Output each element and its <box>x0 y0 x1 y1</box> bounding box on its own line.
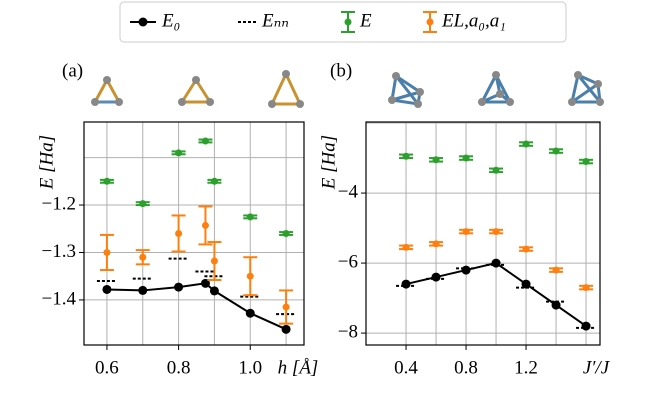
x-tick-label: 0.4 <box>394 357 418 378</box>
point <box>175 230 182 237</box>
point <box>523 141 530 148</box>
y-tick-label: −1.3 <box>42 241 76 262</box>
point <box>492 259 501 268</box>
point <box>202 222 209 229</box>
point <box>138 286 147 295</box>
x-tick-label: 0.6 <box>95 357 119 378</box>
x-tick-label: 1.2 <box>514 357 538 378</box>
series-line <box>107 283 286 329</box>
x-axis-label: h [Å] <box>278 357 319 378</box>
point <box>283 230 290 237</box>
point <box>432 273 441 282</box>
point <box>402 280 411 289</box>
panel-label: (a) <box>62 60 83 81</box>
figure: (a) (b) 0.6 0.8 1.0 −1.4 −1.3 −1.2 h [Å] E [Ha]… <box>0 0 649 394</box>
legend-label: E₀ <box>161 10 180 31</box>
point <box>247 273 254 280</box>
point <box>211 178 218 185</box>
point <box>103 249 110 256</box>
legend-sample <box>427 19 434 26</box>
point <box>246 309 255 318</box>
point <box>139 254 146 261</box>
y-tick-label: −8 <box>338 321 358 342</box>
point <box>493 228 500 235</box>
point <box>103 178 110 185</box>
point <box>247 213 254 220</box>
y-tick-label: −1.2 <box>42 193 76 214</box>
point <box>523 246 530 253</box>
x-tick-label: 0.8 <box>454 357 478 378</box>
point <box>210 286 219 295</box>
point <box>433 156 440 163</box>
y-axis-label: E [Ha] <box>318 135 339 190</box>
point <box>175 149 182 156</box>
panel-label: (b) <box>330 60 352 81</box>
y-tick-label: −6 <box>338 251 358 272</box>
y-tick-label: −1.4 <box>42 288 77 309</box>
legend-sample <box>139 18 148 27</box>
legend-sample <box>345 19 352 26</box>
point <box>462 266 471 275</box>
point <box>583 284 590 291</box>
point <box>403 153 410 160</box>
plot-frame <box>84 122 304 345</box>
point <box>553 267 560 274</box>
x-tick-label: 1.0 <box>238 357 262 378</box>
legend-label: E <box>359 10 372 31</box>
x-axis-label: J′/J <box>583 357 611 378</box>
point <box>174 283 183 292</box>
point <box>202 137 209 144</box>
point <box>433 240 440 247</box>
point <box>211 258 218 265</box>
legend-label: EL,a₀,a₁ <box>441 10 506 31</box>
point <box>463 228 470 235</box>
point <box>493 167 500 174</box>
point <box>582 322 591 331</box>
y-tick-label: −4 <box>338 181 359 202</box>
y-axis-label: E [Ha] <box>36 135 57 190</box>
point <box>102 285 111 294</box>
point <box>583 158 590 165</box>
point <box>139 200 146 207</box>
legend-label: Eₙₙ <box>261 10 289 31</box>
point <box>463 155 470 162</box>
point <box>283 304 290 311</box>
point <box>403 244 410 251</box>
point <box>282 325 291 334</box>
point <box>553 148 560 155</box>
x-tick-label: 0.8 <box>167 357 191 378</box>
